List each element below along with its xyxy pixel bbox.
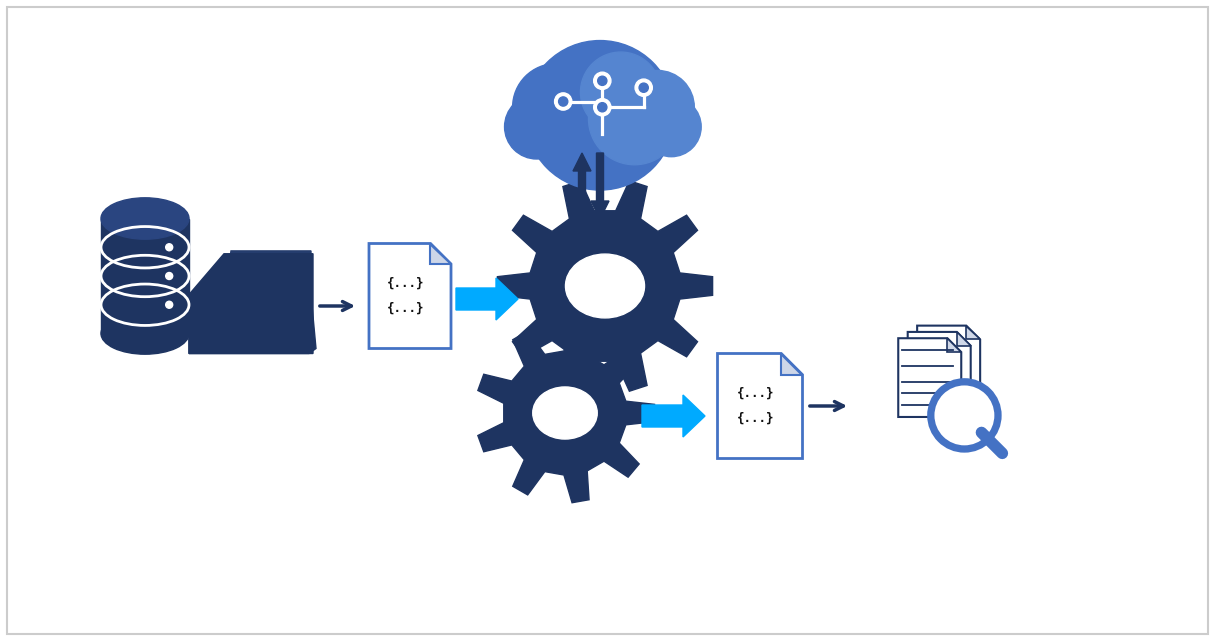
Text: {...}: {...} bbox=[388, 302, 425, 315]
Circle shape bbox=[598, 76, 608, 85]
Circle shape bbox=[559, 97, 567, 106]
Circle shape bbox=[165, 272, 173, 279]
Polygon shape bbox=[642, 395, 705, 437]
Polygon shape bbox=[898, 338, 961, 417]
Ellipse shape bbox=[532, 387, 598, 439]
Polygon shape bbox=[477, 323, 655, 503]
Ellipse shape bbox=[101, 313, 190, 354]
Polygon shape bbox=[369, 244, 451, 349]
Circle shape bbox=[165, 244, 173, 251]
Text: {...}: {...} bbox=[388, 277, 425, 290]
Polygon shape bbox=[917, 326, 981, 404]
Polygon shape bbox=[573, 153, 590, 219]
Polygon shape bbox=[190, 295, 316, 353]
Polygon shape bbox=[190, 254, 313, 353]
Polygon shape bbox=[966, 326, 981, 340]
Circle shape bbox=[165, 301, 173, 308]
Polygon shape bbox=[957, 332, 971, 345]
Bar bbox=[525, 115, 674, 138]
Circle shape bbox=[513, 63, 600, 151]
Text: {...}: {...} bbox=[738, 412, 775, 425]
Circle shape bbox=[639, 83, 649, 92]
Circle shape bbox=[581, 52, 661, 133]
Circle shape bbox=[594, 99, 611, 116]
Circle shape bbox=[504, 95, 569, 159]
Polygon shape bbox=[497, 181, 712, 391]
Circle shape bbox=[525, 40, 674, 190]
Polygon shape bbox=[781, 353, 802, 375]
Circle shape bbox=[642, 97, 701, 156]
Text: {...}: {...} bbox=[738, 387, 775, 400]
Bar bbox=[101, 219, 190, 333]
Polygon shape bbox=[430, 244, 451, 264]
Ellipse shape bbox=[565, 254, 644, 318]
Circle shape bbox=[621, 71, 694, 144]
Polygon shape bbox=[718, 353, 802, 458]
Polygon shape bbox=[190, 251, 311, 297]
Ellipse shape bbox=[101, 198, 190, 239]
Circle shape bbox=[554, 93, 572, 110]
Circle shape bbox=[539, 52, 620, 133]
Polygon shape bbox=[908, 332, 971, 411]
Circle shape bbox=[594, 72, 611, 90]
Circle shape bbox=[588, 72, 680, 165]
Polygon shape bbox=[590, 153, 609, 219]
Polygon shape bbox=[948, 338, 961, 352]
Circle shape bbox=[931, 382, 998, 449]
Polygon shape bbox=[456, 278, 518, 320]
Circle shape bbox=[598, 103, 608, 112]
Circle shape bbox=[635, 79, 652, 96]
Polygon shape bbox=[196, 258, 305, 293]
